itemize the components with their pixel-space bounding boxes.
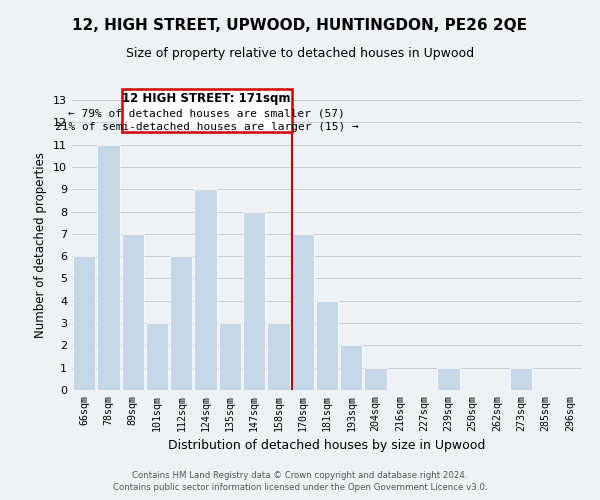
Bar [292, 234, 314, 390]
Bar [364, 368, 387, 390]
Text: Size of property relative to detached houses in Upwood: Size of property relative to detached ho… [126, 48, 474, 60]
Bar [97, 144, 119, 390]
Bar [73, 256, 95, 390]
Bar [267, 323, 290, 390]
Text: Contains HM Land Registry data © Crown copyright and database right 2024.
Contai: Contains HM Land Registry data © Crown c… [113, 471, 487, 492]
Bar [340, 346, 362, 390]
Bar [437, 368, 460, 390]
Bar [510, 368, 532, 390]
Bar [194, 189, 217, 390]
Bar [316, 301, 338, 390]
Y-axis label: Number of detached properties: Number of detached properties [34, 152, 47, 338]
Bar [146, 323, 168, 390]
X-axis label: Distribution of detached houses by size in Upwood: Distribution of detached houses by size … [169, 439, 485, 452]
Text: 12 HIGH STREET: 171sqm: 12 HIGH STREET: 171sqm [122, 92, 291, 106]
Text: 21% of semi-detached houses are larger (15) →: 21% of semi-detached houses are larger (… [55, 122, 359, 132]
Bar [218, 323, 241, 390]
Bar [122, 234, 144, 390]
Bar [122, 89, 292, 132]
Text: ← 79% of detached houses are smaller (57): ← 79% of detached houses are smaller (57… [68, 108, 345, 118]
Bar [243, 212, 265, 390]
Text: 12, HIGH STREET, UPWOOD, HUNTINGDON, PE26 2QE: 12, HIGH STREET, UPWOOD, HUNTINGDON, PE2… [73, 18, 527, 32]
Bar [170, 256, 193, 390]
